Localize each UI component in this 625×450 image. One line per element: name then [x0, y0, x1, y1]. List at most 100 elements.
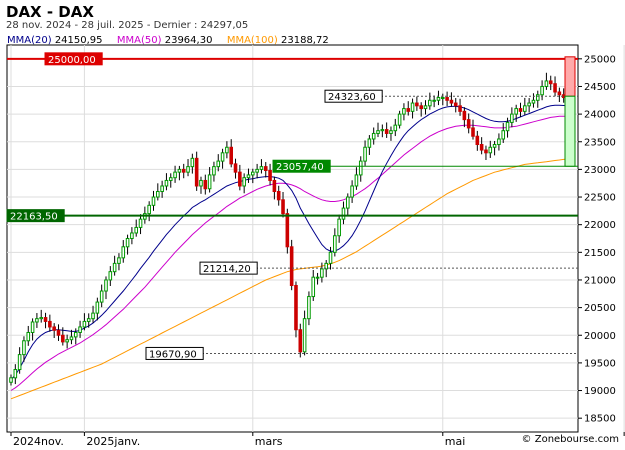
candle-body: [311, 276, 316, 298]
candle-body: [272, 179, 277, 193]
candle-body: [458, 105, 462, 112]
candle-body: [544, 80, 549, 87]
candle-body: [406, 108, 411, 112]
candle-body: [259, 166, 264, 170]
candle-body: [134, 226, 139, 234]
candle-body: [99, 290, 104, 303]
candle-body: [341, 207, 346, 220]
candle-body: [410, 102, 415, 112]
y-axis: 18500 19000 19500 20000 20500 21000 21500 22000…: [578, 54, 616, 425]
candle-body: [255, 168, 259, 173]
candle-body: [471, 127, 475, 137]
candle-body: [389, 130, 393, 134]
annotation-label: 24323,60: [328, 92, 376, 103]
candle-body: [108, 271, 113, 281]
y-tick-label: 19000: [584, 386, 616, 397]
candles: [9, 72, 570, 386]
candle-body: [251, 171, 255, 176]
candle-body: [112, 262, 117, 273]
legend-mma100-label: MMA(100): [226, 35, 278, 46]
candle-body: [212, 166, 216, 176]
candle-body: [220, 152, 225, 162]
upper-target-zone: [564, 56, 576, 97]
candle-body: [86, 318, 91, 322]
annotation-box: [44, 52, 103, 66]
candle-body: [540, 85, 544, 96]
candle-body: [61, 334, 65, 343]
candle-body: [69, 336, 74, 341]
candle-body: [397, 113, 402, 126]
candle-body: [65, 339, 69, 343]
candle-body: [337, 218, 341, 237]
candle-body: [276, 191, 281, 201]
candle-body: [125, 238, 130, 248]
candle-body: [17, 354, 22, 371]
candle-body: [514, 108, 518, 115]
candle-body: [199, 179, 203, 187]
legend-mma20-label: MMA(20): [7, 35, 52, 46]
candle-body: [35, 318, 39, 323]
candle-body: [302, 318, 307, 353]
candle-body: [510, 113, 514, 123]
candle-body: [168, 177, 173, 181]
candle-body: [138, 218, 143, 228]
candle-body: [56, 329, 61, 336]
candle-body: [207, 174, 212, 190]
candle-body: [523, 105, 527, 112]
annotation-box: [145, 346, 204, 360]
candle-body: [531, 99, 536, 104]
candle-body: [22, 340, 26, 356]
candle-body: [48, 320, 52, 328]
candle-body: [333, 235, 337, 253]
mma20-line: [10, 104, 569, 380]
annotation-label: 25000,00: [48, 55, 96, 66]
candle-body: [91, 312, 95, 320]
candle-body: [30, 321, 35, 333]
candle-body: [384, 129, 389, 134]
candle-body: [436, 97, 441, 101]
candle-body: [320, 268, 324, 278]
credit: © Zonebourse.com: [521, 434, 619, 445]
annotation-label: 21214,20: [203, 264, 251, 275]
candle-body: [225, 146, 229, 154]
candle-body: [78, 326, 82, 333]
candle-body: [350, 185, 354, 198]
candle-body: [445, 97, 449, 101]
x-tick-label: mars: [255, 435, 283, 448]
candle-body: [484, 149, 488, 154]
candle-body: [453, 102, 458, 107]
candle-body: [376, 130, 380, 134]
y-tick-label: 21000: [584, 275, 616, 286]
lower-target-zone: [564, 95, 576, 167]
candle-body: [173, 171, 177, 179]
y-tick-label: 20500: [584, 303, 616, 314]
candle-body: [229, 146, 234, 165]
annotation-box: [272, 159, 331, 173]
candle-body: [527, 102, 531, 107]
candle-body: [488, 146, 493, 154]
candle-body: [415, 102, 419, 107]
candle-body: [505, 121, 510, 132]
y-tick-label: 23500: [584, 137, 616, 148]
candle-body: [501, 130, 506, 140]
candle-body: [345, 196, 350, 209]
candle-body: [363, 146, 367, 162]
candle-body: [324, 262, 328, 270]
candle-body: [518, 108, 523, 112]
y-tick-label: 18500: [584, 414, 616, 425]
y-tick-label: 23000: [584, 165, 616, 176]
annotation-box: [199, 261, 258, 275]
moving-averages: [10, 104, 569, 400]
candle-body: [328, 251, 333, 264]
candle-body: [371, 132, 376, 140]
mma100-line: [10, 158, 569, 400]
x-axis: 2024nov.2025janv.marsmaijuil.: [10, 432, 625, 448]
candle-body: [151, 196, 156, 206]
candle-body: [26, 331, 31, 342]
candle-body: [268, 169, 272, 181]
y-tick-label: 22000: [584, 220, 616, 231]
y-tick-label: 24500: [584, 82, 616, 93]
legend-mma50-value: 23964,30: [164, 35, 213, 46]
candle-body: [423, 105, 428, 110]
